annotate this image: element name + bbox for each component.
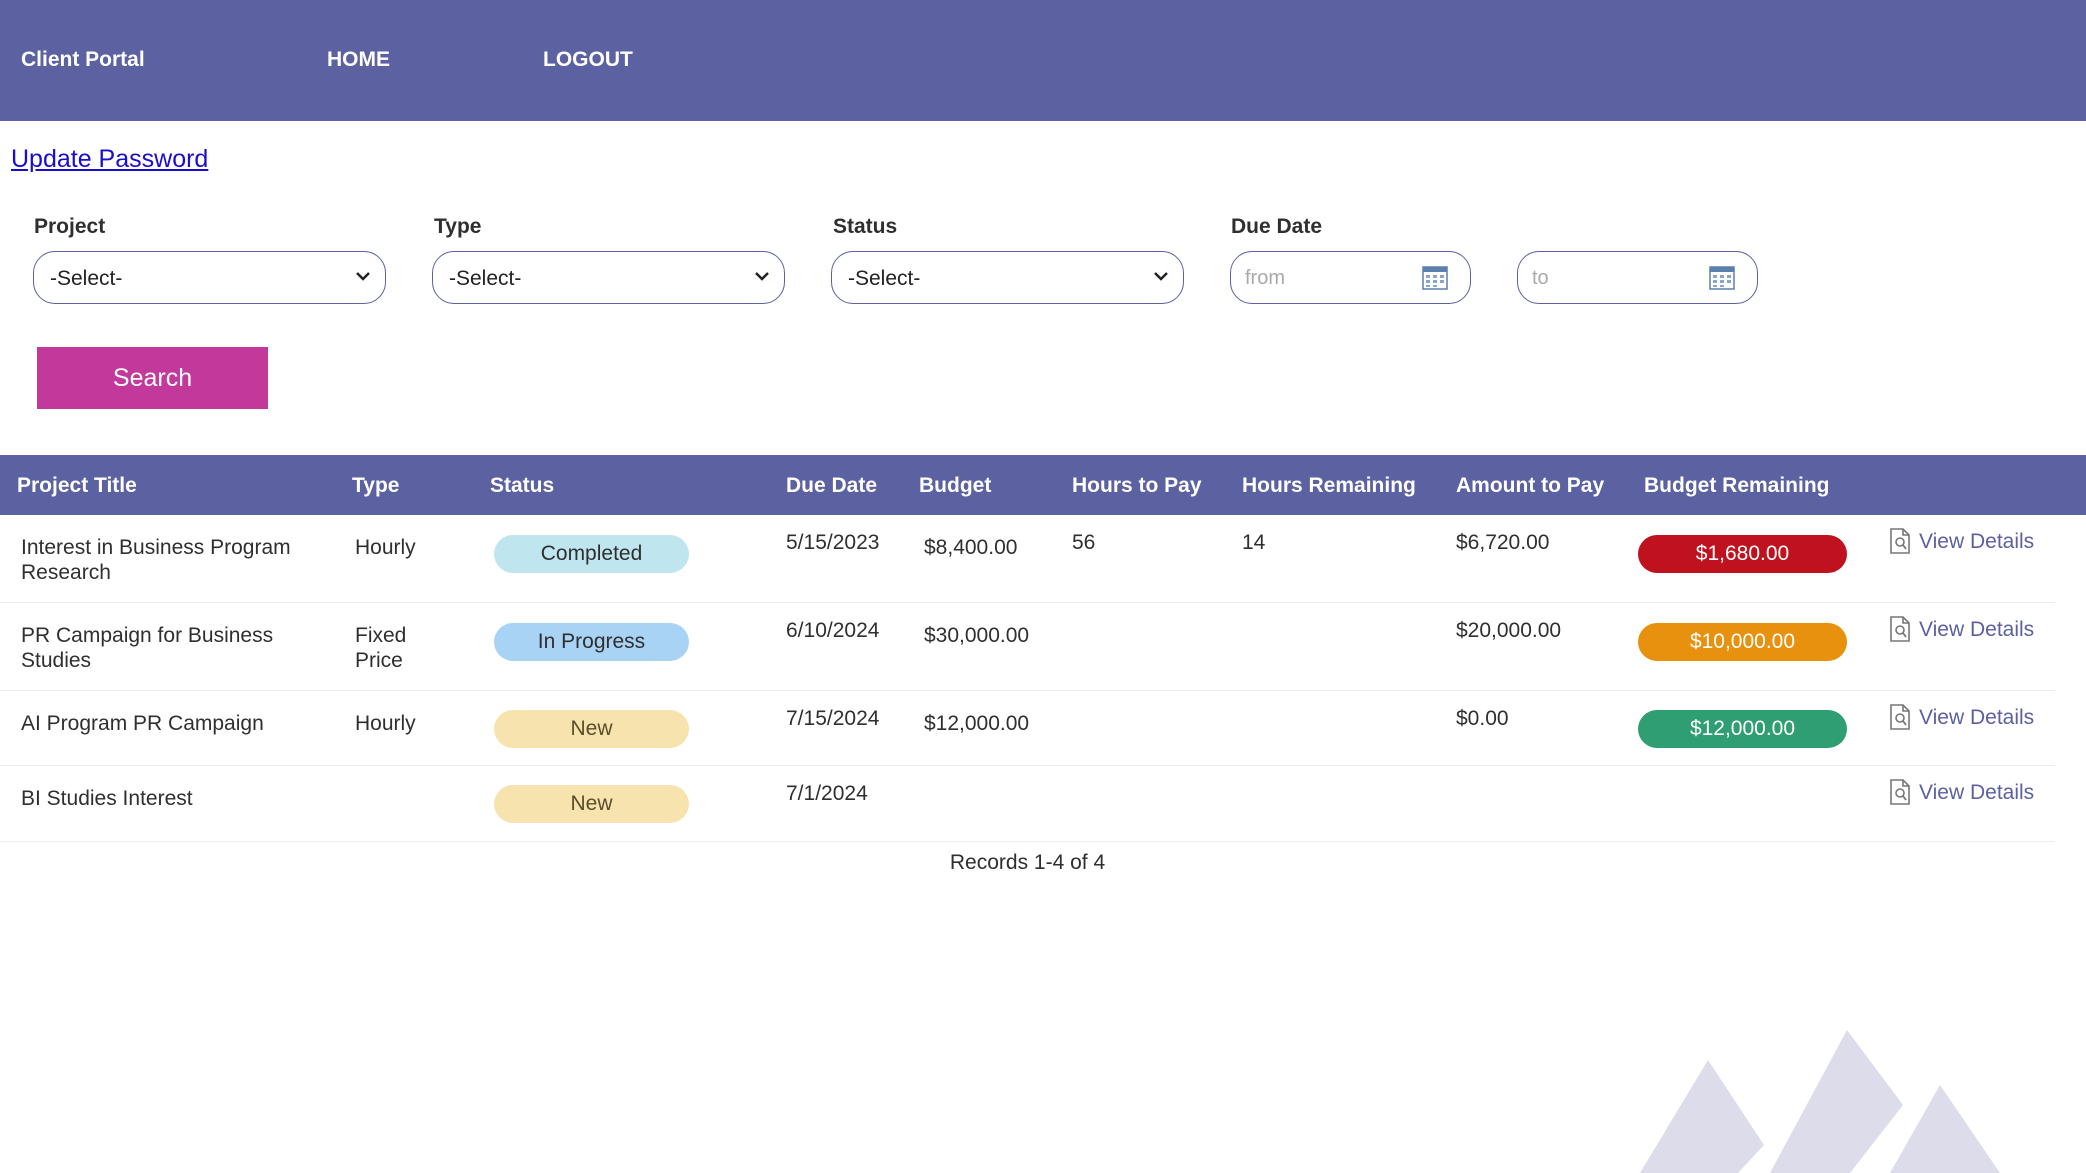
- amount-to-pay: $20,000.00: [1456, 619, 1562, 642]
- col-hours-remaining[interactable]: Hours Remaining: [1242, 474, 1416, 497]
- brand-link[interactable]: Client Portal: [21, 48, 145, 71]
- col-amount-to-pay[interactable]: Amount to Pay: [1456, 474, 1605, 497]
- project-title: PR Campaign for Business Studies: [21, 623, 273, 673]
- budget-remaining-badge: $1,680.00: [1638, 535, 1847, 573]
- view-details-label: View Details: [1919, 706, 2035, 729]
- project-title: BI Studies Interest: [21, 787, 193, 810]
- project-type: Fixed Price: [355, 623, 406, 673]
- table-row: Interest in Business Program Research Hou…: [0, 515, 2055, 603]
- amount-to-pay: $0.00: [1456, 707, 1509, 730]
- project-filter-label: Project: [34, 215, 106, 238]
- due-date: 5/15/2023: [786, 531, 880, 554]
- status-select-value: -Select-: [848, 267, 921, 290]
- chevron-down-icon: [755, 272, 769, 281]
- due-date-to-placeholder: to: [1532, 267, 1549, 289]
- table-header: Project Title Type Status Due Date Budge…: [0, 455, 2086, 515]
- records-count: Records 1-4 of 4: [949, 851, 1106, 874]
- budget-remaining-badge: $12,000.00: [1638, 710, 1847, 748]
- budget: $30,000.00: [924, 624, 1030, 647]
- col-status[interactable]: Status: [490, 474, 555, 497]
- project-title: AI Program PR Campaign: [21, 712, 264, 735]
- calendar-icon[interactable]: [1709, 265, 1735, 291]
- project-title-line: Research: [21, 561, 111, 584]
- amount-to-pay: $6,720.00: [1456, 531, 1550, 554]
- table-row: PR Campaign for Business Studies Fixed Pri…: [0, 603, 2055, 691]
- project-type-line: Fixed: [355, 624, 407, 647]
- chevron-down-icon: [1154, 272, 1168, 281]
- col-due-date[interactable]: Due Date: [786, 474, 878, 497]
- document-search-icon: [1890, 704, 1910, 730]
- col-budget-remaining[interactable]: Budget Remaining: [1644, 474, 1830, 497]
- project-title-line: Interest in Business Program: [21, 536, 291, 559]
- nav-logout-link[interactable]: LOGOUT: [543, 48, 633, 71]
- calendar-icon[interactable]: [1422, 265, 1448, 291]
- hours-to-pay: 56: [1072, 531, 1096, 554]
- view-details-label: View Details: [1919, 781, 2035, 804]
- project-select[interactable]: -Select-: [33, 251, 386, 304]
- update-password-link[interactable]: Update Password: [11, 145, 209, 173]
- project-type: Hourly: [355, 536, 416, 559]
- table-row: BI Studies Interest New 7/1/2024 View De…: [0, 766, 2055, 842]
- type-select[interactable]: -Select-: [432, 251, 785, 304]
- mountain-logo-watermark: [1640, 1030, 2000, 1173]
- project-title-line: PR Campaign for Business: [21, 624, 274, 647]
- status-badge: New: [494, 710, 689, 748]
- type-select-value: -Select-: [449, 267, 522, 290]
- view-details-label: View Details: [1919, 618, 2035, 641]
- status-badge: In Progress: [494, 623, 689, 661]
- col-type[interactable]: Type: [352, 474, 400, 497]
- due-date-to-input[interactable]: to: [1517, 251, 1758, 304]
- col-hours-to-pay[interactable]: Hours to Pay: [1072, 474, 1202, 497]
- nav-home-link[interactable]: HOME: [327, 48, 390, 71]
- chevron-down-icon: [356, 272, 370, 281]
- status-filter-label: Status: [833, 215, 898, 238]
- project-type-line: Price: [355, 649, 403, 672]
- due-date: 7/15/2024: [786, 707, 880, 730]
- due-date-from-placeholder: from: [1245, 267, 1285, 289]
- due-date: 6/10/2024: [786, 619, 880, 642]
- search-button[interactable]: Search: [37, 347, 268, 409]
- project-title: Interest in Business Program Research: [21, 535, 291, 585]
- status-badge: Completed: [494, 535, 689, 573]
- document-search-icon: [1890, 528, 1910, 554]
- col-project-title[interactable]: Project Title: [17, 474, 137, 497]
- status-badge: New: [494, 785, 689, 823]
- top-nav: Client Portal HOME LOGOUT: [0, 0, 2086, 121]
- table-row: AI Program PR Campaign Hourly New 7/15/2…: [0, 691, 2055, 766]
- project-title-line: Studies: [21, 649, 92, 672]
- document-search-icon: [1890, 616, 1910, 642]
- budget-remaining-badge: $10,000.00: [1638, 623, 1847, 661]
- budget: $12,000.00: [924, 712, 1030, 735]
- project-select-value: -Select-: [50, 267, 123, 290]
- view-details-label: View Details: [1919, 530, 2035, 553]
- budget: $8,400.00: [924, 536, 1018, 559]
- search-button-label: Search: [112, 364, 193, 392]
- due-date-from-input[interactable]: from: [1230, 251, 1471, 304]
- hours-remaining: 14: [1242, 531, 1266, 554]
- col-budget[interactable]: Budget: [919, 474, 992, 497]
- status-select[interactable]: -Select-: [831, 251, 1184, 304]
- due-date-filter-label: Due Date: [1231, 215, 1323, 238]
- document-search-icon: [1890, 779, 1910, 805]
- project-type: Hourly: [355, 712, 416, 735]
- due-date: 7/1/2024: [786, 782, 868, 805]
- type-filter-label: Type: [434, 215, 482, 238]
